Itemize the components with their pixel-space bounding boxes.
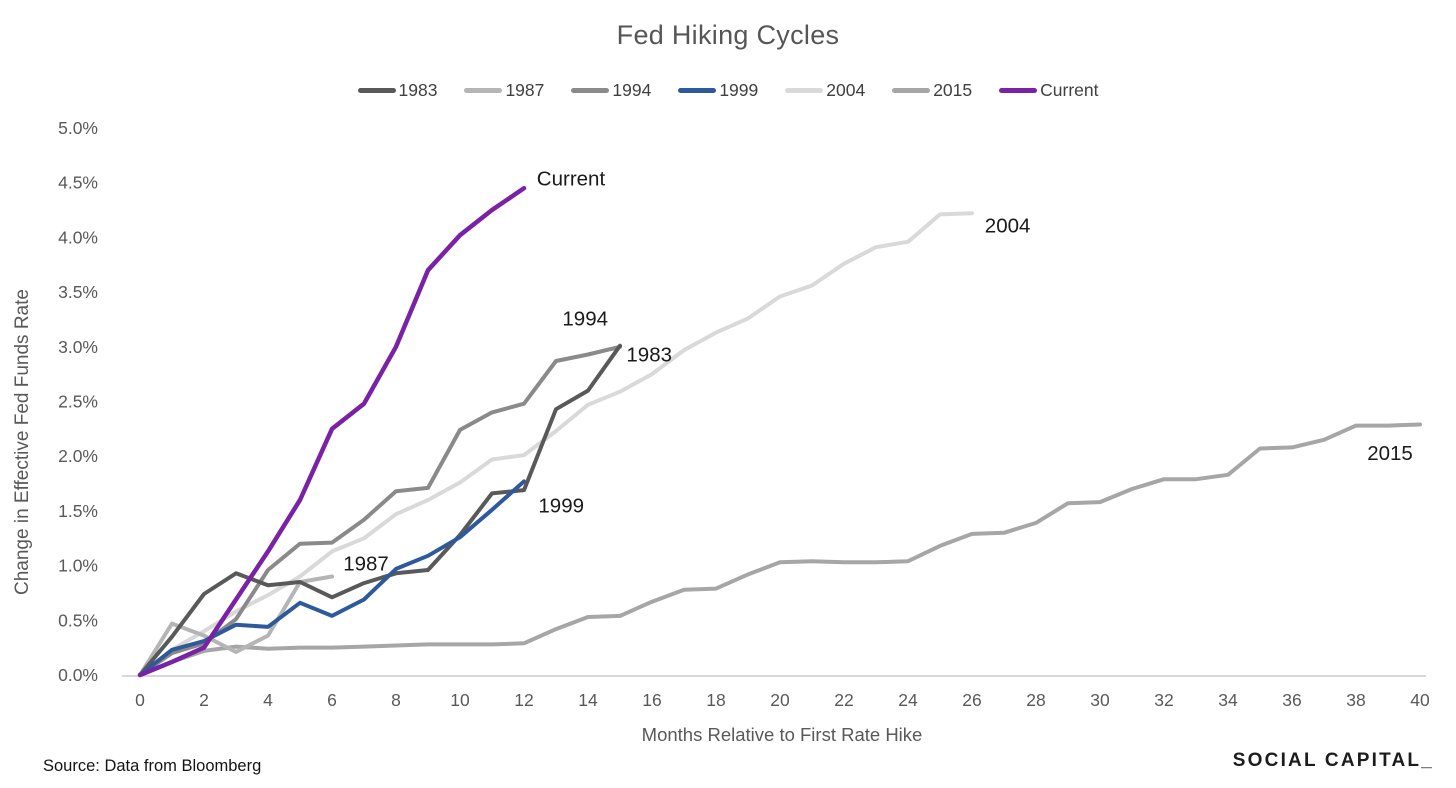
- x-tick-label: 40: [1410, 690, 1430, 710]
- brand-logo: SOCIAL CAPITAL_: [1232, 750, 1434, 771]
- y-tick-label: 5.0%: [58, 118, 98, 138]
- x-tick-label: 4: [263, 690, 273, 710]
- y-tick-label: 0.5%: [58, 610, 98, 630]
- legend-swatch-1987: [464, 88, 503, 93]
- legend-item-1983: 1983: [357, 80, 438, 101]
- series-line-current: [137, 185, 527, 678]
- legend-item-1987: 1987: [464, 80, 544, 101]
- legend-label-1987: 1987: [505, 80, 545, 100]
- series-label-1999: 1999: [538, 494, 584, 517]
- y-tick-label: 2.0%: [58, 446, 98, 466]
- series-line-1999: [138, 479, 526, 677]
- y-axis-title: Change in Effective Fed Funds Rate: [12, 289, 33, 595]
- chart-legend: 1983 1987 1994 1999 2004 2015 Current: [0, 80, 1456, 101]
- y-tick-label: 3.5%: [58, 282, 98, 302]
- legend-item-1994: 1994: [571, 80, 651, 101]
- y-tick-label: 1.0%: [58, 556, 98, 576]
- series-label-1987: 1987: [343, 552, 389, 575]
- legend-swatch-1999: [678, 88, 717, 93]
- x-tick-label: 28: [1026, 690, 1045, 710]
- x-tick-label: 10: [450, 690, 470, 710]
- legend-label-current: Current: [1040, 80, 1099, 100]
- legend-swatch-2004: [785, 88, 824, 93]
- legend-swatch-1994: [571, 88, 610, 93]
- legend-item-1999: 1999: [678, 80, 758, 101]
- x-tick-label: 22: [834, 690, 853, 710]
- series-label-2004: 2004: [985, 214, 1031, 237]
- legend-item-current: Current: [999, 80, 1098, 101]
- x-tick-label: 32: [1154, 690, 1173, 710]
- y-tick-label: 4.5%: [58, 173, 98, 193]
- x-tick-label: 18: [706, 690, 725, 710]
- x-tick-label: 16: [642, 690, 661, 710]
- series-line-2004: [138, 211, 974, 677]
- x-tick-label: 2: [199, 690, 209, 710]
- legend-item-2004: 2004: [785, 80, 865, 101]
- x-tick-label: 0: [135, 690, 145, 710]
- x-tick-label: 6: [327, 690, 337, 710]
- x-tick-label: 34: [1218, 690, 1238, 710]
- legend-label-1999: 1999: [719, 80, 759, 100]
- y-tick-label: 2.5%: [58, 392, 98, 412]
- x-tick-label: 30: [1090, 690, 1110, 710]
- x-tick-label: 38: [1346, 690, 1365, 710]
- x-tick-label: 8: [391, 690, 401, 710]
- x-tick-label: 26: [962, 690, 981, 710]
- legend-item-2015: 2015: [892, 80, 972, 101]
- y-tick-label: 1.5%: [58, 501, 98, 521]
- x-tick-label: 12: [514, 690, 533, 710]
- series-label-current: Current: [537, 167, 606, 190]
- series-label-1983: 1983: [626, 343, 672, 366]
- page-title: Fed Hiking Cycles: [616, 20, 840, 50]
- x-tick-label: 14: [578, 690, 598, 710]
- series-label-1994: 1994: [562, 307, 608, 330]
- x-tick-label: 20: [770, 690, 790, 710]
- x-axis-title: Months Relative to First Rate Hike: [641, 724, 923, 745]
- legend-label-2015: 2015: [933, 80, 973, 100]
- legend-swatch-current: [999, 88, 1038, 93]
- y-tick-label: 0.0%: [58, 665, 98, 685]
- source-note: Source: Data from Bloomberg: [43, 757, 262, 775]
- series-label-2015: 2015: [1367, 442, 1413, 465]
- legend-swatch-2015: [892, 88, 931, 93]
- legend-label-1983: 1983: [398, 80, 438, 100]
- x-tick-label: 36: [1282, 690, 1301, 710]
- y-tick-label: 4.0%: [58, 227, 98, 247]
- legend-swatch-1983: [357, 88, 396, 93]
- series-line-1983: [138, 343, 622, 677]
- series-line-2015: [138, 422, 1422, 677]
- legend-label-1994: 1994: [612, 80, 652, 100]
- legend-label-2004: 2004: [826, 80, 866, 100]
- y-tick-label: 3.0%: [58, 337, 98, 357]
- x-tick-label: 24: [898, 690, 918, 710]
